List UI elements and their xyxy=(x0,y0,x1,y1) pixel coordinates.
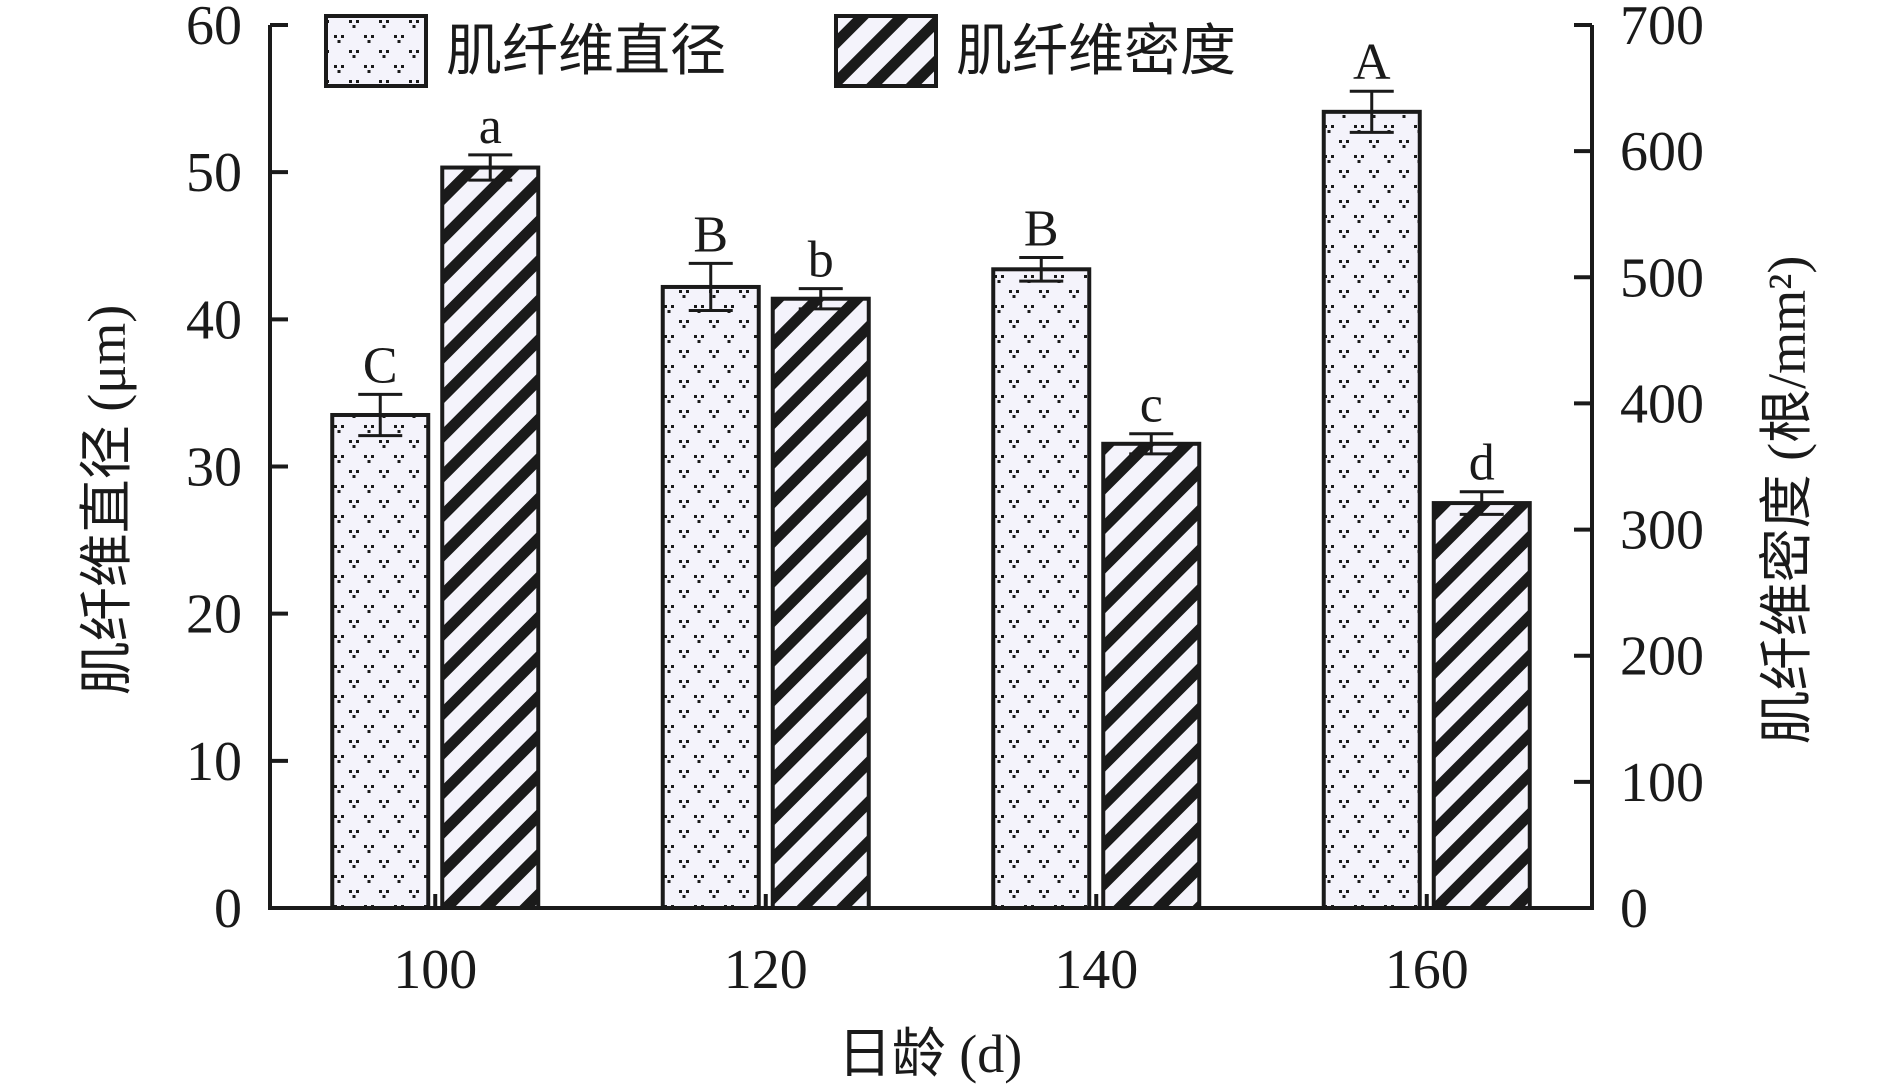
y-left-tick-label: 10 xyxy=(186,731,242,793)
y-right-tick-label: 500 xyxy=(1620,247,1704,309)
y-right-tick-label: 100 xyxy=(1620,752,1704,814)
legend-label-diameter: 肌纤维直径 xyxy=(446,21,726,83)
y-left-axis-title: 肌纤维直径 (μm) xyxy=(77,305,137,695)
significance-label: A xyxy=(1353,34,1391,91)
y-right-tick-label: 600 xyxy=(1620,121,1704,183)
significance-label: B xyxy=(693,206,728,263)
y-left-tick-label: 20 xyxy=(186,584,242,646)
y-right-tick-label: 0 xyxy=(1620,878,1648,940)
y-left-tick-label: 40 xyxy=(186,289,242,351)
x-tick-label: 160 xyxy=(1385,939,1469,1001)
significance-label: d xyxy=(1469,435,1495,492)
plot-area: 01020304050600100200300400500600700100Ca… xyxy=(186,0,1704,1001)
y-right-tick-label: 700 xyxy=(1620,0,1704,57)
y-right-tick-label: 300 xyxy=(1620,500,1704,562)
significance-label: c xyxy=(1140,377,1163,434)
significance-label: b xyxy=(808,232,834,289)
legend-swatch-density xyxy=(834,14,938,88)
y-left-tick-label: 30 xyxy=(186,437,242,499)
significance-label: a xyxy=(479,98,502,155)
legend: 肌纤维直径 肌纤维密度 xyxy=(324,14,1236,88)
x-axis-title: 日龄 (d) xyxy=(838,1024,1022,1084)
y-left-tick-label: 50 xyxy=(186,142,242,204)
y-right-tick-label: 400 xyxy=(1620,373,1704,435)
bar xyxy=(1101,441,1202,910)
y-right-tick-label: 200 xyxy=(1620,626,1704,688)
y-right-axis-title: 肌纤维密度 (根/mm²) xyxy=(1757,256,1817,745)
bar xyxy=(330,412,431,910)
bar xyxy=(660,284,761,910)
legend-swatch-diameter xyxy=(324,14,428,88)
bar xyxy=(1431,501,1532,910)
x-tick-label: 100 xyxy=(393,939,477,1001)
x-tick-label: 120 xyxy=(724,939,808,1001)
bar xyxy=(991,267,1092,910)
legend-label-density: 肌纤维密度 xyxy=(956,21,1236,83)
bar xyxy=(440,165,541,910)
bar xyxy=(770,296,871,911)
y-left-tick-label: 60 xyxy=(186,0,242,57)
x-tick-label: 140 xyxy=(1054,939,1138,1001)
significance-label: B xyxy=(1024,201,1059,258)
y-left-tick-label: 0 xyxy=(214,878,242,940)
bar xyxy=(1321,109,1422,911)
significance-label: C xyxy=(363,337,398,394)
